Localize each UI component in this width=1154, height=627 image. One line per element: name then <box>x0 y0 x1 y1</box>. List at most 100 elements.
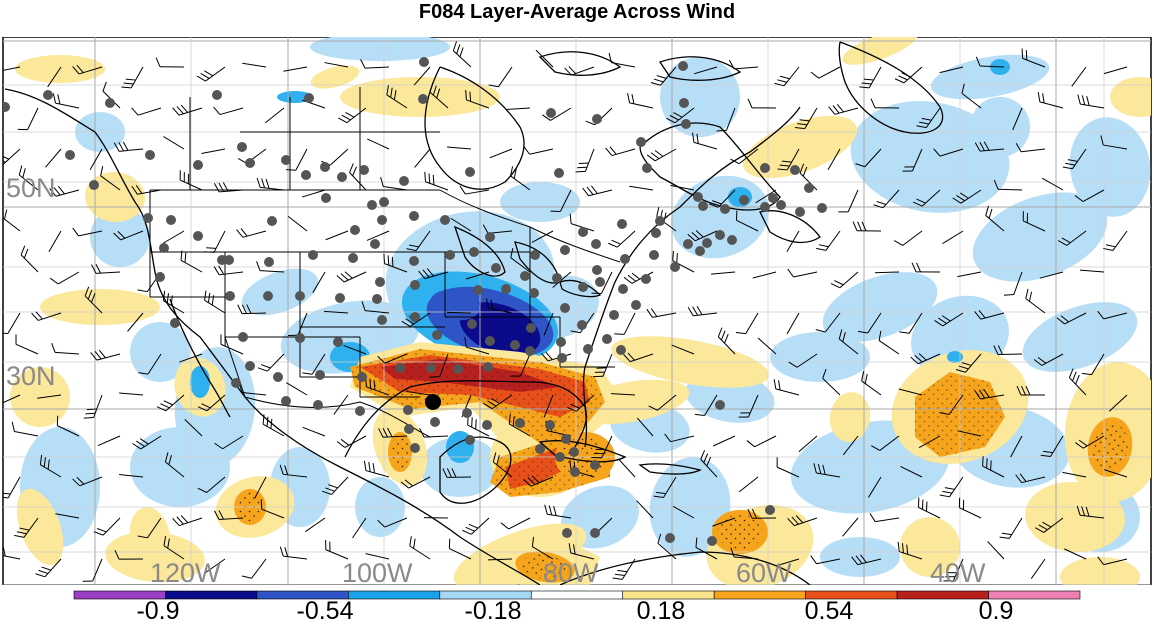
station-marker <box>372 294 382 304</box>
station-marker <box>355 406 365 416</box>
station-marker <box>245 158 255 168</box>
station-marker <box>651 228 661 238</box>
station-marker <box>557 353 567 363</box>
station-marker <box>525 346 535 356</box>
colorbar-swatch <box>714 591 805 599</box>
station-marker <box>768 193 778 203</box>
lon-label-120w: 120W <box>150 558 221 585</box>
station-marker <box>65 150 75 160</box>
colorbar-label-0-18: 0.18 <box>637 597 686 622</box>
station-marker <box>370 239 380 249</box>
station-marker <box>765 505 775 515</box>
lon-label-80w: 80W <box>543 558 599 585</box>
station-marker <box>501 284 511 294</box>
lat-label-30n: 30N <box>6 361 56 391</box>
station-marker <box>578 227 588 237</box>
station-marker <box>264 257 274 267</box>
station-marker <box>430 417 440 427</box>
station-marker <box>679 98 689 108</box>
station-marker <box>529 288 539 298</box>
station-marker <box>760 163 770 173</box>
station-marker <box>321 193 331 203</box>
colorbar: -0.9 -0.54 -0.18 0.18 0.54 0.9 <box>0 588 1154 622</box>
station-marker <box>313 400 323 410</box>
colorbar-swatch <box>531 591 622 599</box>
lon-label-60w: 60W <box>736 558 792 585</box>
station-marker <box>377 315 387 325</box>
station-marker <box>795 207 805 217</box>
station-marker <box>143 213 153 223</box>
station-marker <box>693 192 703 202</box>
wind-barb <box>875 272 899 273</box>
station-marker <box>707 536 717 546</box>
wind-barb <box>447 312 471 313</box>
colorbar-svg: -0.9 -0.54 -0.18 0.18 0.54 0.9 <box>0 588 1154 622</box>
station-marker <box>617 219 627 229</box>
station-marker <box>404 424 414 434</box>
station-marker <box>535 444 545 454</box>
station-marker <box>473 285 483 295</box>
station-marker <box>592 114 602 124</box>
station-marker <box>445 250 455 260</box>
station-marker <box>295 333 305 343</box>
station-marker <box>159 243 169 253</box>
station-marker <box>379 197 389 207</box>
station-marker <box>702 238 712 248</box>
station-marker <box>403 405 413 415</box>
station-marker <box>546 108 556 118</box>
station-marker <box>399 176 409 186</box>
station-marker <box>491 263 501 273</box>
station-marker <box>641 274 651 284</box>
station-marker <box>561 434 571 444</box>
station-marker <box>562 528 572 538</box>
station-marker <box>0 102 10 112</box>
station-marker <box>462 408 472 418</box>
station-marker <box>592 265 602 275</box>
station-marker <box>224 255 234 265</box>
station-marker <box>583 344 593 354</box>
station-marker <box>655 216 665 226</box>
station-marker <box>231 378 241 388</box>
stipple-shading <box>390 436 409 468</box>
map-panel: 50N 30N 120W 100W 80W 60W 40W <box>0 37 1154 585</box>
lat-label-50n: 50N <box>6 173 56 203</box>
station-marker <box>89 180 99 190</box>
station-marker <box>333 337 343 347</box>
station-marker <box>238 332 248 342</box>
station-marker <box>348 253 358 263</box>
station-marker <box>367 200 377 210</box>
station-marker <box>720 204 730 214</box>
station-marker <box>560 303 570 313</box>
station-marker <box>552 273 562 283</box>
station-marker <box>649 250 659 260</box>
station-marker <box>465 435 475 445</box>
station-marker <box>482 420 492 430</box>
station-marker <box>155 272 165 282</box>
station-marker <box>560 245 570 255</box>
station-marker <box>483 362 493 372</box>
station-marker <box>698 201 708 211</box>
station-marker <box>577 320 587 330</box>
station-marker <box>618 284 628 294</box>
station-marker <box>409 211 419 221</box>
station-marker <box>569 447 579 457</box>
station-marker <box>409 256 419 266</box>
station-marker <box>105 98 115 108</box>
station-marker <box>804 183 814 193</box>
highlighted-station-marker <box>425 394 441 410</box>
station-marker <box>426 363 436 373</box>
station-marker <box>620 254 630 264</box>
station-marker <box>193 160 203 170</box>
station-marker <box>609 310 619 320</box>
station-marker <box>212 90 222 100</box>
station-marker <box>485 232 495 242</box>
station-marker <box>43 90 53 100</box>
station-marker <box>616 345 626 355</box>
station-marker <box>526 323 536 333</box>
station-marker <box>790 165 800 175</box>
station-marker <box>467 319 477 329</box>
station-marker <box>776 200 786 210</box>
station-marker <box>642 163 652 173</box>
station-marker <box>245 361 255 371</box>
station-marker <box>520 271 530 281</box>
